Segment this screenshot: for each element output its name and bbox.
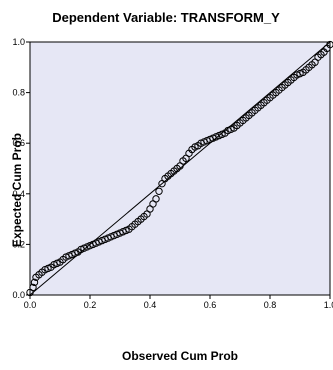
data-point bbox=[152, 195, 160, 203]
x-tick-label: 0.6 bbox=[204, 300, 217, 310]
y-tick-label: 0.8 bbox=[12, 88, 25, 98]
data-point bbox=[30, 278, 39, 287]
data-point bbox=[29, 283, 37, 292]
y-tick-label: 0.2 bbox=[12, 239, 25, 249]
x-tick-label: 0.2 bbox=[84, 300, 97, 310]
chart-title: Dependent Variable: TRANSFORM_Y bbox=[52, 10, 280, 25]
x-tick-label: 0.0 bbox=[24, 300, 37, 310]
y-tick-label: 1.0 bbox=[12, 37, 25, 47]
y-tick-label: 0.0 bbox=[12, 290, 25, 300]
data-point bbox=[326, 40, 333, 49]
x-tick-label: 0.8 bbox=[264, 300, 277, 310]
y-axis-label: Expected Cum Prob bbox=[10, 133, 24, 247]
x-axis-label: Observed Cum Prob bbox=[122, 349, 238, 363]
y-tick-label: 0.6 bbox=[12, 138, 25, 148]
x-tick-label: 1.0 bbox=[324, 300, 333, 310]
data-point bbox=[155, 187, 163, 195]
x-tick-label: 0.4 bbox=[144, 300, 157, 310]
y-tick-label: 0.4 bbox=[12, 189, 25, 199]
